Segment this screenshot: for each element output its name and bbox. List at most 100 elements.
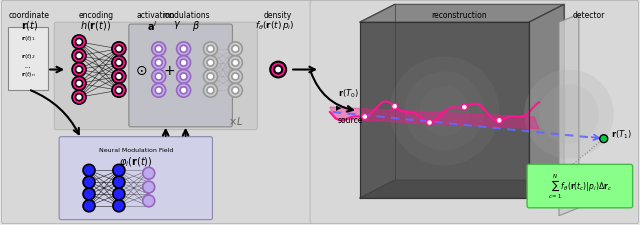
Circle shape [232, 60, 239, 67]
Circle shape [156, 60, 162, 67]
Text: $\odot$: $\odot$ [134, 63, 147, 77]
Text: coordinate: coordinate [9, 11, 50, 20]
Circle shape [180, 74, 187, 81]
Text: encoding: encoding [79, 11, 113, 20]
Circle shape [112, 84, 126, 98]
Circle shape [177, 56, 191, 70]
Circle shape [152, 70, 166, 84]
Circle shape [113, 188, 125, 200]
Text: Neural Modulation Field: Neural Modulation Field [99, 147, 173, 152]
Circle shape [496, 118, 502, 124]
Circle shape [72, 63, 86, 77]
Text: $\beta$: $\beta$ [191, 19, 200, 33]
Circle shape [115, 60, 122, 67]
Text: $\mathbf{a}^l$: $\mathbf{a}^l$ [147, 19, 158, 33]
Circle shape [204, 70, 218, 84]
Circle shape [404, 72, 484, 151]
Polygon shape [360, 5, 564, 23]
Circle shape [204, 56, 218, 70]
Circle shape [207, 46, 214, 53]
Circle shape [72, 36, 86, 50]
Text: $\mathbf{r}(T_1)$: $\mathbf{r}(T_1)$ [611, 128, 632, 140]
Text: $\mathbf{r}(t)$: $\mathbf{r}(t)$ [20, 19, 38, 32]
Text: $+$: $+$ [163, 63, 175, 77]
Circle shape [204, 84, 218, 98]
Circle shape [113, 176, 125, 188]
Circle shape [156, 46, 162, 53]
Circle shape [156, 88, 162, 94]
Circle shape [207, 60, 214, 67]
Circle shape [72, 77, 86, 91]
Circle shape [72, 50, 86, 63]
Polygon shape [529, 5, 564, 198]
Circle shape [426, 120, 433, 126]
Circle shape [180, 88, 187, 94]
Circle shape [177, 43, 191, 56]
Text: detector: detector [573, 11, 605, 20]
Circle shape [72, 91, 86, 105]
Circle shape [420, 87, 469, 136]
Text: $\mathbf{r}(t)_1$: $\mathbf{r}(t)_1$ [21, 34, 36, 43]
Text: ...: ... [25, 62, 31, 68]
Circle shape [115, 74, 122, 81]
Circle shape [461, 105, 467, 110]
Circle shape [83, 188, 95, 200]
Text: $\mathbf{r}(T_0)$: $\mathbf{r}(T_0)$ [338, 87, 359, 100]
Circle shape [524, 70, 614, 159]
Circle shape [600, 135, 608, 143]
Circle shape [76, 39, 83, 46]
Circle shape [113, 165, 125, 176]
Circle shape [207, 74, 214, 81]
FancyBboxPatch shape [310, 1, 639, 224]
Polygon shape [360, 180, 564, 198]
Circle shape [115, 46, 122, 53]
Text: $\times L$: $\times L$ [228, 115, 243, 126]
Circle shape [539, 85, 599, 144]
Circle shape [177, 70, 191, 84]
Text: $\gamma$: $\gamma$ [173, 19, 180, 31]
Text: $\blacktriangleright$: $\blacktriangleright$ [333, 103, 342, 112]
Circle shape [152, 84, 166, 98]
Circle shape [232, 88, 239, 94]
Circle shape [228, 56, 243, 70]
Circle shape [274, 66, 282, 74]
Circle shape [232, 74, 239, 81]
Circle shape [83, 165, 95, 176]
Circle shape [83, 200, 95, 212]
Circle shape [113, 200, 125, 212]
Circle shape [152, 43, 166, 56]
Circle shape [76, 67, 83, 74]
FancyBboxPatch shape [129, 25, 232, 127]
Circle shape [152, 56, 166, 70]
Text: activation: activation [136, 11, 175, 20]
Circle shape [228, 84, 243, 98]
Text: $\mathbf{r}(t)_n$: $\mathbf{r}(t)_n$ [20, 70, 36, 79]
Circle shape [270, 62, 286, 78]
Text: $\mathbf{r}(t)_2$: $\mathbf{r}(t)_2$ [21, 52, 36, 61]
Polygon shape [360, 23, 529, 198]
Circle shape [228, 70, 243, 84]
Circle shape [177, 84, 191, 98]
Circle shape [180, 60, 187, 67]
FancyBboxPatch shape [8, 28, 48, 91]
Text: $\varphi_i(\mathbf{r}(t))$: $\varphi_i(\mathbf{r}(t))$ [119, 155, 152, 169]
FancyBboxPatch shape [59, 137, 212, 220]
Circle shape [228, 43, 243, 56]
Text: $\sum_{c=1}^{N} f_\theta(\mathbf{r}(t_c)|p_i)\Delta\mathbf{r}_c$: $\sum_{c=1}^{N} f_\theta(\mathbf{r}(t_c)… [548, 172, 612, 200]
Circle shape [156, 74, 162, 81]
FancyBboxPatch shape [527, 165, 632, 208]
Circle shape [112, 43, 126, 56]
Circle shape [204, 43, 218, 56]
Circle shape [143, 168, 155, 179]
Text: density: density [264, 11, 292, 20]
Circle shape [76, 53, 83, 60]
Circle shape [83, 176, 95, 188]
FancyBboxPatch shape [54, 23, 257, 130]
Polygon shape [330, 108, 539, 129]
Circle shape [76, 94, 83, 101]
Circle shape [392, 104, 397, 110]
Circle shape [390, 57, 499, 166]
Text: $h(\mathbf{r}(t))$: $h(\mathbf{r}(t))$ [81, 19, 111, 32]
Text: modulations: modulations [162, 11, 209, 20]
Text: source: source [338, 115, 364, 124]
